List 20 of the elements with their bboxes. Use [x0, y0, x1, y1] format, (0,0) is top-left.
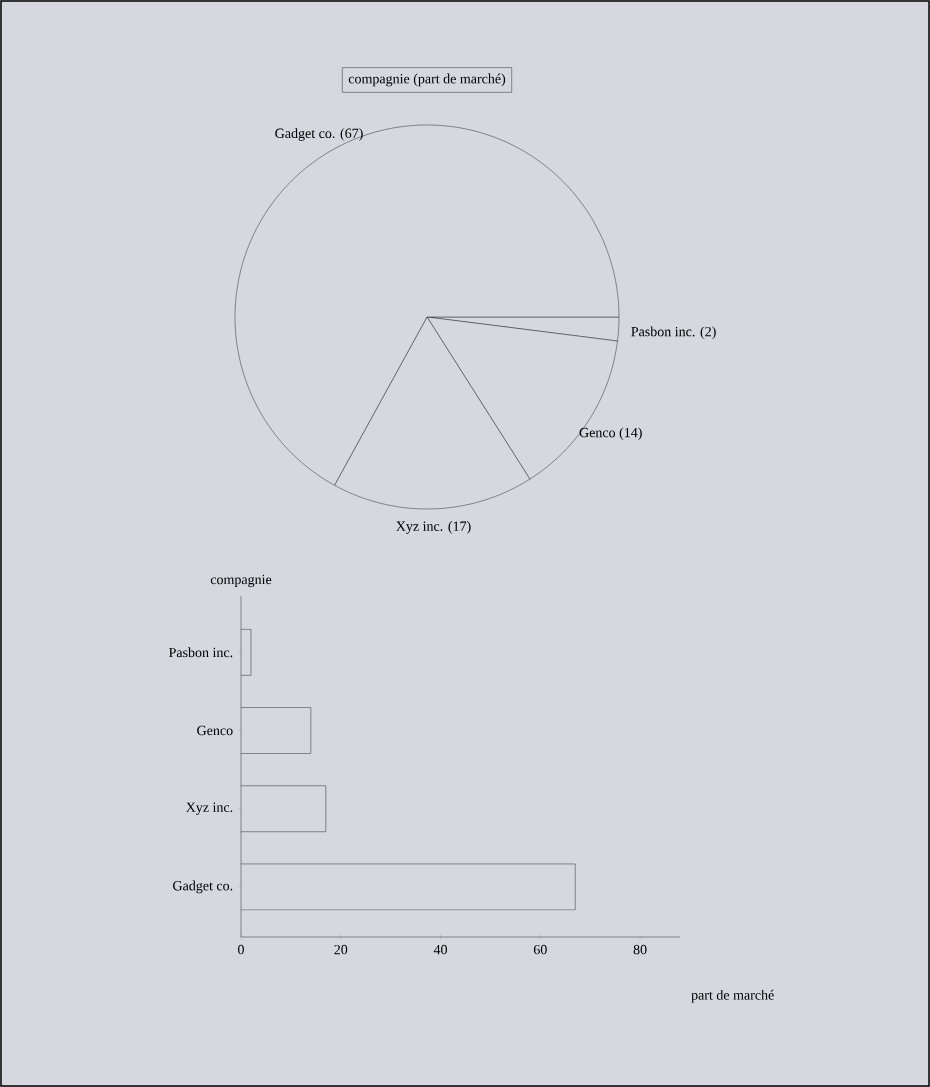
x-axis-title: part de marché: [691, 989, 774, 1003]
y-tick-label: Xyz inc.: [186, 802, 233, 815]
y-axis-title: compagnie: [210, 574, 272, 588]
data-label: (2): [700, 326, 716, 340]
chart-title: compagnie (part de marché): [348, 73, 506, 87]
slice-label: Gadget co.: [275, 128, 335, 141]
y-tick-label: Pasbon inc.: [168, 647, 233, 658]
y-tick-label: Gadget co.: [173, 880, 233, 894]
data-label: (17): [448, 521, 471, 534]
data-label: (14): [619, 427, 642, 441]
slice-label: Xyz inc.: [396, 521, 443, 534]
slice-label: Pasbon inc.: [631, 326, 695, 337]
slice-label: Genco: [579, 427, 616, 438]
x-tick-label: 40: [433, 944, 448, 955]
data-label: (67): [340, 128, 363, 141]
x-tick-label: 0: [238, 944, 244, 955]
x-tick-label: 20: [334, 944, 348, 955]
x-tick-label: 60: [533, 944, 547, 955]
x-tick-label: 80: [633, 944, 647, 955]
y-tick-label: Genco: [197, 725, 233, 736]
